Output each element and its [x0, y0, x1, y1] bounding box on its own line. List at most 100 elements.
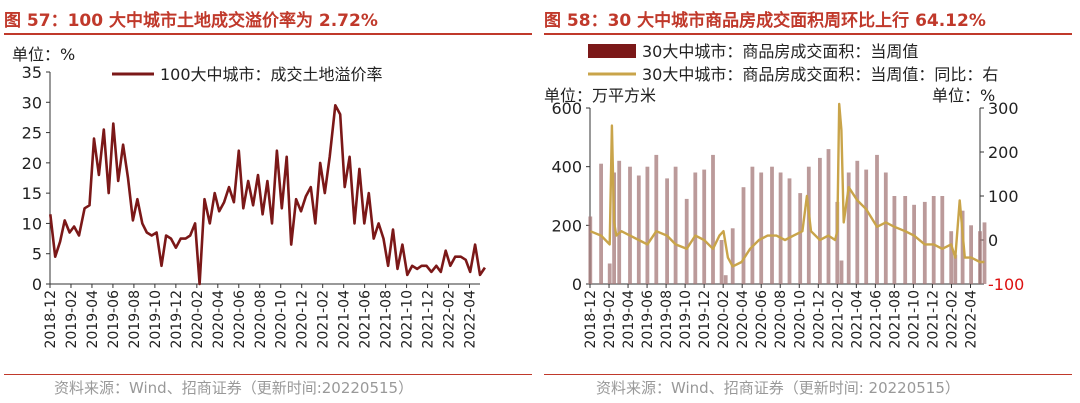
- right-right-tick-label: -100: [988, 275, 1024, 294]
- right-x-tick-label: 2021-06: [868, 290, 884, 349]
- right-bar: [826, 149, 831, 284]
- right-right-tick-label: 300: [988, 99, 1019, 118]
- left-y-tick-label: 5: [32, 245, 42, 264]
- left-y-tick-label: 35: [22, 63, 42, 82]
- right-bar: [978, 231, 982, 284]
- right-bar: [818, 157, 822, 284]
- right-bar: [599, 163, 603, 284]
- right-left-tick-label: 200: [551, 216, 582, 235]
- right-x-tick-label: 2021-08: [887, 290, 903, 349]
- right-yoy-line: [589, 102, 985, 268]
- right-bar: [940, 196, 945, 284]
- right-x-tick-label: 2020-04: [735, 290, 751, 349]
- right-x-tick-label: 2020-10: [792, 290, 808, 349]
- right-bar: [741, 187, 746, 284]
- left-x-tick-label: 2019-10: [148, 290, 164, 349]
- left-x-tick-label: 2022-02: [442, 290, 458, 349]
- right-bar: [778, 172, 783, 284]
- right-bar: [969, 225, 973, 284]
- right-bar: [839, 260, 844, 284]
- right-bar: [806, 166, 811, 284]
- right-bar: [730, 228, 735, 284]
- left-y-tick-label: 15: [22, 184, 42, 203]
- left-x-tick-label: 2021-04: [337, 290, 353, 349]
- left-legend-label: 100大中城市：成交土地溢价率: [160, 65, 383, 84]
- right-bar: [628, 166, 632, 284]
- right-source-note: 资料来源：Wind、招商证券（更新时间: 20220515）: [596, 379, 960, 397]
- left-y-tick-label: 20: [22, 154, 42, 173]
- left-y-tick-label: 10: [22, 214, 42, 233]
- left-line-chart: 单位：% 100大中城市：成交土地溢价率 0 5 10 15 20 25 30 35 2018…: [12, 45, 486, 349]
- left-y-tick-label: 30: [22, 93, 42, 112]
- right-bar: [787, 178, 792, 284]
- right-x-tick-label: 2019-08: [659, 290, 675, 349]
- left-figure-panel: 图 57：100 大中城市土地成交溢价率为 2.72% 单位：% 100大中城市…: [4, 0, 532, 403]
- right-bar: [982, 222, 987, 284]
- right-bar: [759, 172, 764, 284]
- left-x-tick-label: 2019-04: [85, 290, 101, 349]
- right-bar: [719, 240, 724, 284]
- right-x-tick-label: 2020-12: [811, 290, 827, 349]
- right-figure-panel: 图 58：30 大中城市商品房成交面积周环比上行 64.12% 30大中城市：商…: [544, 0, 1072, 403]
- left-x-tick-label: 2022-04: [463, 290, 479, 349]
- right-x-tick-label: 2019-02: [602, 290, 618, 349]
- right-combo-chart: 30大中城市：商品房成交面积：当周值 30大中城市：商品房成交面积：当周值：同比…: [544, 42, 1024, 349]
- right-x-tick-label: 2021-04: [849, 290, 865, 349]
- right-right-unit-label: 单位：%: [932, 86, 995, 105]
- right-legend-bar-label: 30大中城市：商品房成交面积：当周值: [642, 42, 918, 61]
- left-x-tick-label: 2020-06: [232, 290, 248, 349]
- right-title-rule: [544, 33, 1072, 35]
- right-left-tick-label: 0: [572, 275, 582, 294]
- right-x-tick-label: 2021-10: [906, 290, 922, 349]
- right-bar: [684, 198, 689, 284]
- right-bar: [855, 160, 860, 284]
- right-bar: [953, 254, 958, 284]
- left-series-line: [49, 104, 486, 286]
- right-x-tick-label: 2022-04: [963, 290, 979, 349]
- left-x-tick-label: 2020-08: [253, 290, 269, 349]
- left-title-rule: [4, 33, 532, 35]
- right-bar: [750, 166, 755, 284]
- left-source-note: 资料来源：Wind、招商证券（更新时间:20220515）: [54, 379, 414, 397]
- right-bar: [702, 169, 707, 284]
- right-bar: [665, 178, 669, 284]
- left-x-tick-label: 2021-02: [316, 290, 332, 349]
- right-x-tick-label: 2018-12: [583, 290, 599, 349]
- left-x-tick-label: 2019-06: [106, 290, 122, 349]
- right-plot-area: [588, 102, 987, 284]
- right-x-tick-label: 2021-12: [925, 290, 941, 349]
- right-bar: [673, 166, 678, 284]
- right-bar: [960, 210, 965, 284]
- left-x-tick-label: 2021-08: [379, 290, 395, 349]
- right-left-tick-label: 600: [551, 99, 582, 118]
- left-x-tick-label: 2019-12: [169, 290, 185, 349]
- right-bar: [636, 175, 641, 284]
- right-left-tick-label: 400: [551, 158, 582, 177]
- right-bar: [912, 204, 916, 284]
- right-x-tick-label: 2020-02: [716, 290, 732, 349]
- left-x-tick-label: 2020-04: [211, 290, 227, 349]
- left-y-axis: 0 5 10 15 20 25 30 35: [22, 63, 51, 294]
- left-x-tick-label: 2020-10: [274, 290, 290, 349]
- right-bar: [864, 169, 869, 284]
- right-bar: [617, 160, 622, 284]
- left-figure-title: 图 57：100 大中城市土地成交溢价率为 2.72%: [4, 11, 378, 31]
- left-y-tick-label: 0: [32, 275, 42, 294]
- right-bar: [723, 275, 728, 284]
- left-x-tick-label: 2020-02: [190, 290, 206, 349]
- left-x-tick-label: 2018-12: [43, 290, 59, 349]
- right-x-tick-label: 2019-04: [621, 290, 637, 349]
- right-bar: [654, 154, 659, 284]
- right-bar: [798, 193, 803, 284]
- right-x-axis: 2018-12 2019-02 2019-04 2019-06 2019-08 2019-…: [583, 283, 980, 349]
- right-x-tick-label: 2019-10: [678, 290, 694, 349]
- right-bar: [711, 154, 715, 284]
- right-x-tick-label: 2021-02: [830, 290, 846, 349]
- legend-swatch-bar: [588, 44, 636, 58]
- right-footer-rule: [544, 374, 1072, 375]
- left-x-tick-label: 2020-12: [295, 290, 311, 349]
- left-unit-label: 单位：%: [12, 45, 75, 64]
- left-plot-area: [49, 104, 486, 286]
- right-bar: [949, 231, 954, 284]
- left-x-axis: 2018-12 2019-02 2019-04 2019-06 2019-08 2019-…: [43, 283, 480, 349]
